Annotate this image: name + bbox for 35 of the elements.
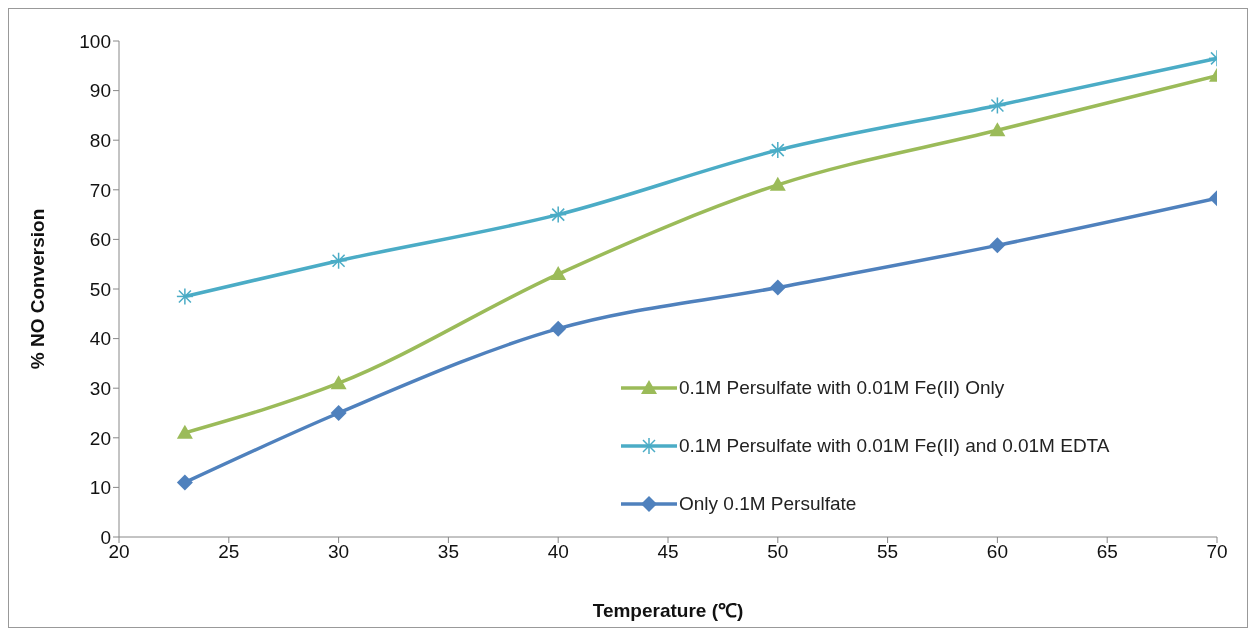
x-tick-label: 70 — [1206, 541, 1228, 563]
y-tick-label: 70 — [89, 179, 111, 201]
x-tick-label: 30 — [328, 541, 350, 563]
point — [769, 279, 786, 296]
x-tick-label: 45 — [657, 541, 679, 563]
point — [550, 320, 567, 337]
x-tick-label: 65 — [1096, 541, 1118, 563]
y-tick-label: 80 — [89, 129, 111, 151]
x-tick-label: 60 — [986, 541, 1008, 563]
x-tick-label: 50 — [767, 541, 789, 563]
y-tick-label: 60 — [89, 229, 111, 251]
y-tick-label: 30 — [89, 377, 111, 399]
y-tick-label: 20 — [89, 427, 111, 449]
point — [330, 405, 347, 421]
x-tick-label: 55 — [877, 541, 899, 563]
point — [550, 266, 567, 281]
point — [989, 237, 1006, 254]
point — [330, 375, 347, 390]
legend-label: Only 0.1M Persulfate — [679, 493, 857, 515]
y-axis-title: % NO Conversion — [26, 208, 48, 370]
y-tick-label: 50 — [89, 278, 111, 300]
y-tick-label: 40 — [89, 328, 111, 350]
point — [176, 474, 193, 491]
legend-label: 0.1M Persulfate with 0.01M Fe(II) and 0.01M EDTA — [679, 435, 1110, 457]
y-tick-label: 10 — [89, 477, 111, 499]
y-tick-label: 90 — [89, 80, 111, 102]
x-axis-title: Temperature (℃) — [592, 600, 744, 621]
point — [769, 176, 786, 191]
legend-label: 0.1M Persulfate with 0.01M Fe(II) Only — [679, 377, 1005, 399]
x-tick-label: 40 — [547, 541, 569, 563]
y-tick-label: 100 — [79, 30, 111, 52]
point — [989, 122, 1006, 137]
x-tick-label: 35 — [437, 541, 459, 563]
point — [176, 424, 193, 439]
x-tick-label: 25 — [218, 541, 240, 563]
